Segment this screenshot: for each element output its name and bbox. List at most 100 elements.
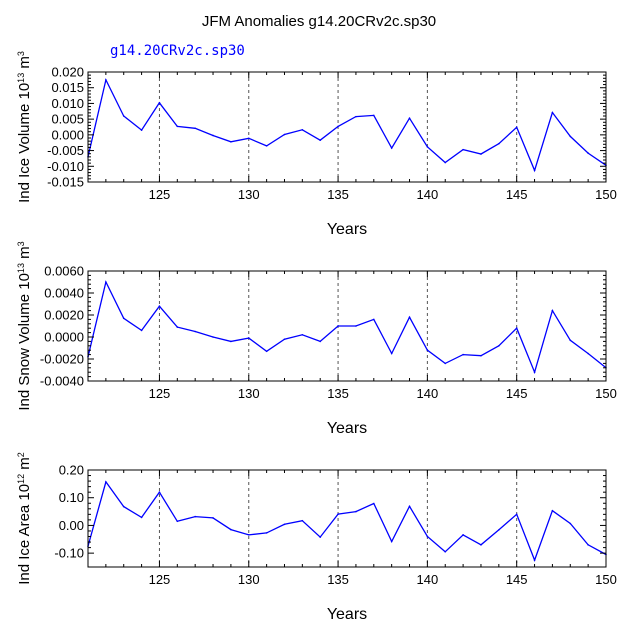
y-tick-label: -0.015 [47,175,84,190]
data-point [551,509,554,512]
x-tick-label: 140 [417,386,439,401]
y-axis-label: Ind Ice Volume 1013 m3 [16,51,33,203]
data-point [122,505,125,508]
data-point [265,532,268,534]
data-point [498,345,500,347]
data-point [265,145,268,147]
data-point [140,329,143,332]
data-point [140,516,143,519]
data-point [498,529,500,531]
data-point [480,354,482,357]
data-point [194,515,196,518]
data-point [122,317,125,320]
data-point [426,146,429,148]
y-tick-label: 0.000 [51,127,84,142]
data-point [444,362,447,365]
data-point [301,129,304,131]
data-point [480,544,482,546]
data-point [551,111,554,114]
data-point [176,125,179,128]
data-point [105,481,107,483]
x-tick-label: 125 [149,386,171,401]
data-point [587,544,589,546]
x-tick-label: 135 [327,187,349,202]
data-point [194,127,196,130]
x-tick-label: 145 [506,572,528,587]
data-point [587,152,589,154]
data-point [247,137,250,140]
data-point [265,350,268,353]
y-tick-label: 0.0040 [44,286,84,301]
data-point [283,338,286,341]
y-tick-label: -0.0040 [40,374,84,389]
x-axis-label: Years [327,221,367,238]
data-point [569,135,572,138]
x-tick-label: 145 [506,386,528,401]
data-point [533,169,536,172]
data-point [319,536,322,538]
x-tick-label: 135 [327,386,349,401]
y-tick-label: 0.00 [59,518,84,533]
data-point [337,325,339,327]
y-tick-label: -0.010 [47,159,84,174]
y-axis-label-part: Ind Ice Area 10 [16,484,33,585]
data-point [176,326,179,328]
y-tick-label: 0.10 [59,490,84,505]
data-point [515,126,518,129]
legend-label: g14.20CRv2c.sp30 [110,43,245,59]
plot-frame [87,469,607,568]
data-point [247,337,250,339]
y-axis-exponent: 3 [16,241,26,246]
data-point [212,134,214,137]
data-point [408,505,411,508]
data-point [480,153,482,155]
y-axis-label: Ind Snow Volume 1013 m3 [16,241,33,410]
data-point [105,281,107,283]
x-tick-label: 130 [238,572,260,587]
x-tick-label: 145 [506,187,528,202]
data-point [230,140,232,143]
data-point [390,352,393,355]
data-point [444,550,447,553]
x-tick-label: 125 [149,572,171,587]
y-axis-exponent: 2 [16,452,26,457]
data-point [140,129,143,131]
plot-frame [87,71,607,183]
series-line [87,77,607,173]
series-line [87,280,607,375]
data-point [158,305,161,308]
data-point [194,330,196,333]
data-point [390,540,393,543]
y-tick-label: 0.015 [51,80,84,95]
y-axis-label-part: m [16,56,33,73]
x-axis-label: Years [327,420,367,437]
data-point [533,371,536,374]
data-point [551,309,554,312]
data-point [176,520,179,523]
y-tick-label: 0.20 [59,463,84,478]
data-point [372,114,375,117]
data-point [283,133,286,136]
data-point [569,339,572,342]
data-point [158,491,161,493]
data-point [587,352,589,355]
x-tick-label: 150 [595,187,617,202]
panel-2: 0.0060 0.0040 0.0020 0.0000 -0.0020 -0.0040 12… [16,241,617,437]
x-tick-label: 125 [149,187,171,202]
y-axis-label: Ind Ice Area 1012 m2 [16,452,33,585]
data-point [212,336,214,338]
x-tick-label: 140 [417,572,439,587]
data-point [372,502,375,505]
data-point [158,102,161,104]
data-point [515,513,518,516]
y-axis-label-part: Ind Snow Volume 10 [16,273,33,411]
y-tick-label: -0.0020 [40,352,84,367]
data-point [498,142,500,145]
data-point [462,148,464,151]
data-point [283,523,286,526]
data-point [372,318,375,321]
data-point [230,528,232,531]
data-point [426,535,429,538]
y-axis-exponent: 13 [16,263,26,273]
